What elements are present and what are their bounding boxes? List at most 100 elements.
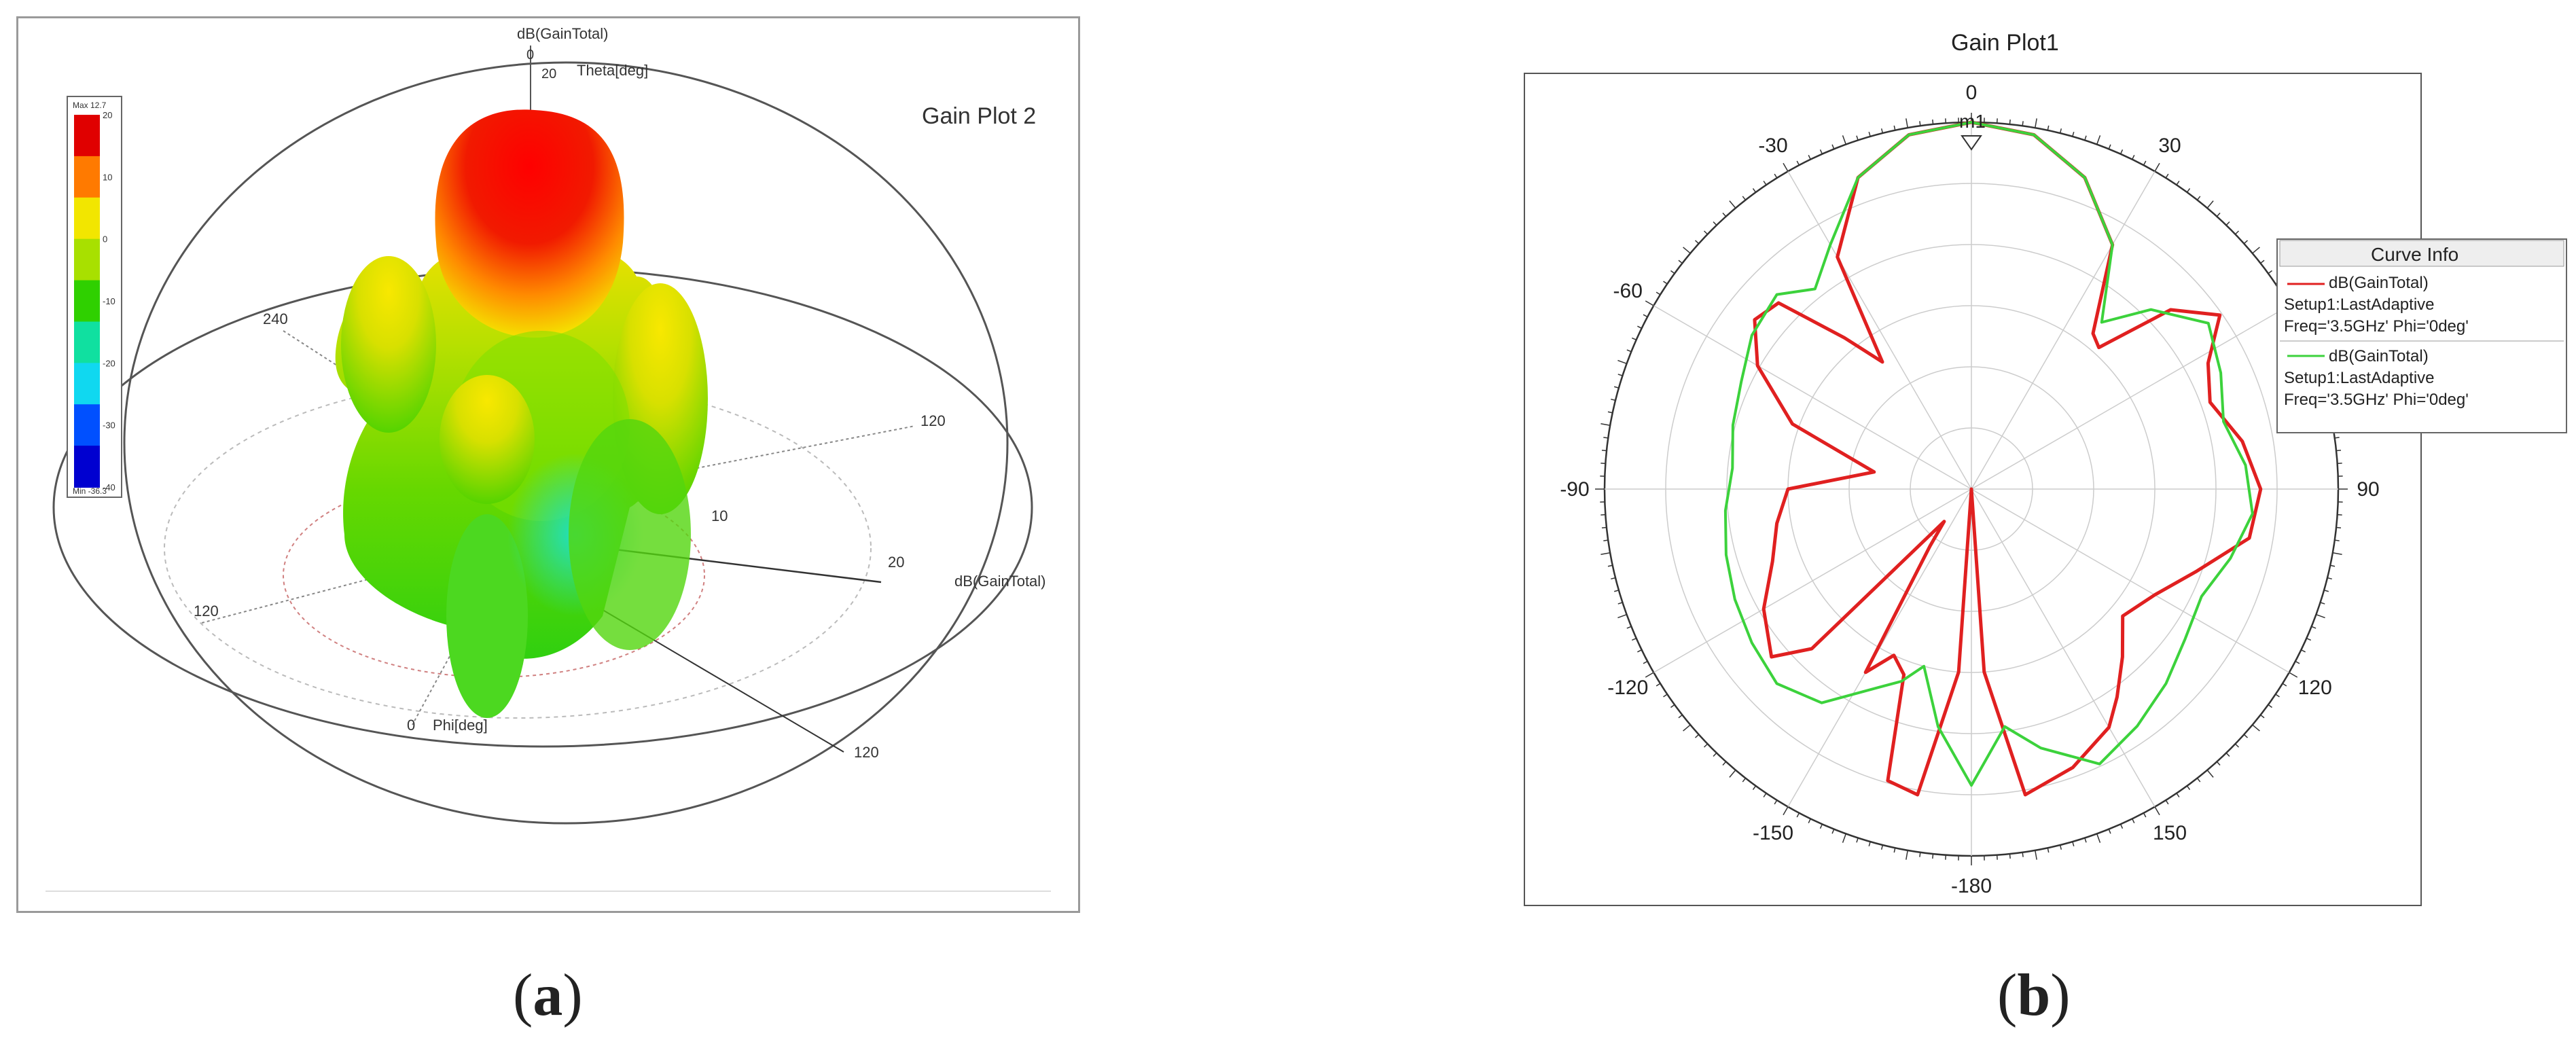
colorbar-min: Min -36.3 <box>73 486 107 496</box>
caption-b-open: ( <box>1997 963 2018 1028</box>
polar-rim-tick <box>1603 539 1609 541</box>
legend-entry-2-line1: dB(GainTotal) <box>2329 347 2429 365</box>
colorbar-swatch <box>74 197 100 240</box>
colorbar-ticks: 20 10 0 -10 -20 -30 -40 <box>103 110 115 492</box>
legend-entry-1-line3: Freq='3.5GHz' Phi='0deg' <box>2284 317 2469 336</box>
polar-rim-tick <box>2306 637 2312 641</box>
polar-rim-tick <box>1637 649 1642 653</box>
polar-rim-tick <box>2234 743 2239 748</box>
polar-rim-tick <box>1683 724 1691 732</box>
polar-rim-tick <box>2216 761 2221 766</box>
tick-120a: 120 <box>920 412 946 429</box>
colorbar-tick-label: -30 <box>103 420 115 431</box>
polar-rim-tick <box>2216 212 2221 217</box>
polar-angle-label: -180 <box>1951 875 1992 897</box>
polar-rim-tick <box>1819 149 1823 154</box>
legend-entry-2-line2: Setup1:LastAdaptive <box>2284 369 2435 387</box>
colorbar-swatch <box>74 446 100 488</box>
colorbar-tick-label: 20 <box>103 110 112 120</box>
polar-rim-tick <box>1842 833 1847 843</box>
polar-rim-tick <box>1607 564 1613 567</box>
polar-rim-tick <box>2289 672 2298 678</box>
polar-rim-tick <box>1906 118 1908 128</box>
outer-ring <box>123 61 1009 825</box>
tick-240: 240 <box>263 310 288 327</box>
polar-rim-tick <box>1613 590 1620 592</box>
polar-rim-tick <box>1729 770 1736 778</box>
polar-rim-tick <box>1643 660 1648 664</box>
polar-rim-tick <box>1783 162 1789 172</box>
colorbar-tick-label: -40 <box>103 482 115 492</box>
gain-polar-plot: Gain Plot1 0306090120150-180-150-120-90-… <box>1524 30 2567 906</box>
polar-rim-tick <box>1645 672 1654 678</box>
series-green-curve <box>1723 121 2254 787</box>
polar-rim-tick <box>1611 398 1616 401</box>
polar-rim-tick <box>1600 552 1611 555</box>
polar-rim-tick <box>1694 734 1700 738</box>
polar-rim-tick <box>2143 160 2147 166</box>
polar-rim-tick <box>2225 752 2230 757</box>
caption-a-open: ( <box>513 963 533 1028</box>
polar-rim-tick <box>2035 118 2037 128</box>
polar-rim-tick <box>2108 144 2111 149</box>
polar-rim-tick <box>1663 281 1668 285</box>
polar-rim-tick <box>2165 173 2169 179</box>
polar-angle-label: -60 <box>1613 280 1643 302</box>
polar-rim-tick <box>2334 539 2340 541</box>
polar-rim-tick <box>1763 181 1767 185</box>
polar-rim-tick <box>1796 812 1800 818</box>
polar-rim-tick <box>1856 838 1859 843</box>
polar-rim-tick <box>2084 135 2087 141</box>
tick-10: 10 <box>711 507 728 524</box>
polar-rim-tick <box>2154 806 2160 816</box>
polar-rim-tick <box>2316 613 2325 619</box>
polar-rim-tick <box>2119 824 2124 829</box>
right-lower-lobe <box>569 419 691 650</box>
polar-rim-tick <box>1722 212 1727 217</box>
chart-title-a: Gain Plot 2 <box>922 103 1036 129</box>
polar-rim-tick <box>2243 240 2249 245</box>
caption-a-close: ) <box>562 963 583 1028</box>
polar-rim-tick <box>1663 694 1668 698</box>
polar-rim-tick <box>2260 259 2265 264</box>
polar-rim-tick <box>1643 314 1648 318</box>
colorbar-swatch <box>74 238 100 281</box>
polar-rim-tick <box>2252 247 2260 254</box>
polar-rim-tick <box>1631 637 1636 641</box>
left-side-lobe <box>341 256 436 433</box>
polar-rim-tick <box>1774 173 1778 179</box>
legend-box <box>2276 238 2567 433</box>
polar-rim-tick <box>2047 848 2050 853</box>
colorbar-swatch <box>74 115 100 157</box>
polar-rim-tick <box>2225 221 2230 226</box>
polar-rim-tick <box>2311 626 2316 629</box>
colorbar-tick-label: 10 <box>103 172 112 182</box>
polar-rim-tick <box>2260 714 2265 719</box>
polar-rim-tick <box>1601 526 1607 528</box>
polar-rim-tick <box>1678 714 1683 719</box>
polar-rim-tick <box>2059 844 2062 850</box>
caption-a-letter: a <box>533 963 563 1028</box>
polar-rim-tick <box>1713 221 1717 226</box>
front-small-lobe <box>440 375 535 504</box>
lower-lobe <box>446 514 528 718</box>
polar-rim-tick <box>2022 852 2024 857</box>
polar-rim-tick <box>2336 526 2342 528</box>
polar-rim-tick <box>1683 247 1691 254</box>
polar-rim-tick <box>1796 160 1800 166</box>
legend-header <box>2279 240 2564 267</box>
polar-rim-tick <box>1601 450 1607 452</box>
polar-spoke <box>1653 305 1972 490</box>
polar-grid <box>1595 113 2348 865</box>
polar-rim-tick <box>1704 230 1709 235</box>
polar-rim-tick <box>2268 704 2272 708</box>
polar-rim-tick <box>2196 196 2201 200</box>
inner-ring <box>164 378 872 719</box>
main-lobe <box>435 109 624 338</box>
polar-rim-tick <box>1600 423 1611 426</box>
polar-spoke <box>1971 305 2290 490</box>
polar-rim-tick <box>1742 778 1747 783</box>
series-red-curve <box>1753 120 2263 797</box>
polar-rim-tick <box>2119 149 2124 154</box>
phi-label: Phi[deg] <box>433 717 488 734</box>
